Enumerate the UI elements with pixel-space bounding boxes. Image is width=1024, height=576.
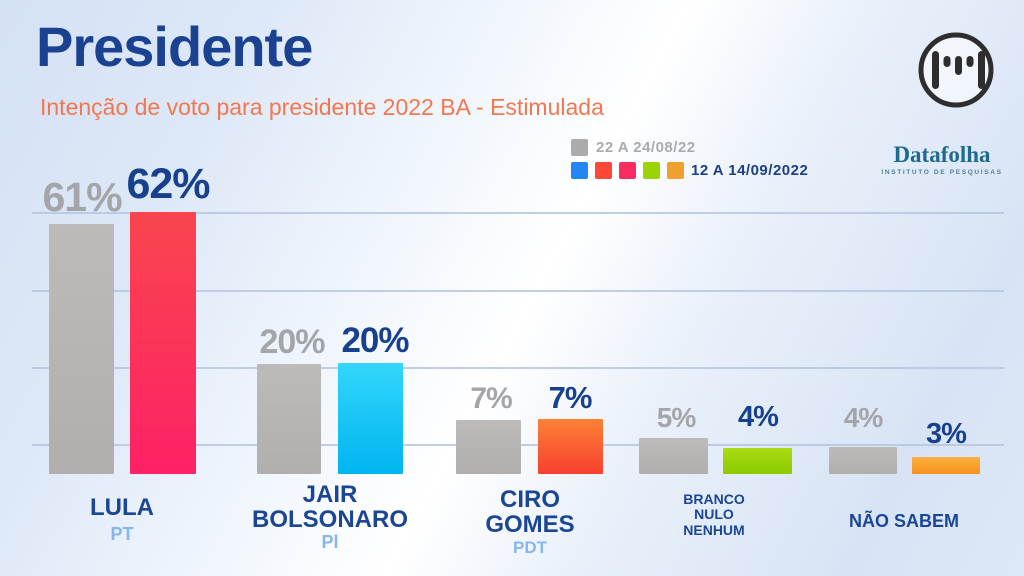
party-label-bolsonaro: Pl	[321, 532, 339, 552]
category-label-ciro: CIRO GOMES	[430, 486, 630, 539]
legend-previous-label: 22 A 24/08/22	[596, 139, 696, 156]
datafolha-logo: Datafolha INSTITUTO DE PESQUISAS	[876, 142, 1008, 177]
bar-curr-ciro	[538, 419, 603, 474]
bar-curr-branco	[723, 448, 792, 474]
bar-prev-lula	[49, 224, 114, 474]
category-line: BRANCO	[683, 491, 745, 507]
category-line: BOLSONARO	[252, 506, 408, 534]
bar-prev-bolsonaro	[257, 364, 321, 474]
bar-curr-naosabem	[912, 457, 980, 474]
value-label-curr-branco: 4%	[738, 401, 779, 433]
category-label-lula: LULA	[22, 495, 222, 520]
value-label-curr-ciro: 7%	[548, 380, 593, 415]
legend-swatch-gray	[571, 139, 588, 156]
legend-swatch-green	[643, 162, 660, 179]
legend-previous-row: 22 A 24/08/22	[571, 139, 808, 156]
value-label-prev-ciro: 7%	[470, 382, 512, 415]
value-label-curr-bolsonaro: 20%	[341, 321, 409, 360]
gridline	[32, 212, 1004, 214]
party-label-ciro: PDT	[513, 538, 547, 557]
legend-swatch-orange	[667, 162, 684, 179]
value-label-prev-naosabem: 4%	[843, 402, 883, 433]
value-label-prev-lula: 61%	[42, 174, 122, 220]
bar-prev-branco	[639, 438, 708, 474]
datafolha-name: Datafolha	[893, 142, 991, 167]
datafolha-subtitle: INSTITUTO DE PESQUISAS	[881, 169, 1003, 177]
category-line: NÃO SABEM	[848, 511, 959, 531]
legend-current-row: 12 A 14/09/2022	[571, 162, 808, 179]
value-label-prev-branco: 5%	[656, 402, 696, 433]
category-line: GOMES	[485, 511, 575, 539]
gridline	[32, 367, 1004, 369]
bar-prev-ciro	[456, 420, 521, 474]
category-line: CIRO	[500, 486, 560, 513]
bar-curr-lula	[130, 212, 196, 474]
gridline	[32, 290, 1004, 292]
value-label-curr-naosabem: 3%	[926, 418, 967, 450]
category-line: JAIR	[302, 481, 358, 508]
category-label-bolsonaro: JAIR BOLSONARO	[230, 481, 430, 534]
category-line: NENHUM	[683, 521, 745, 538]
soundwave-logo-icon	[916, 30, 996, 110]
bar-curr-bolsonaro	[338, 363, 403, 474]
chart-subtitle: Intenção de voto para presidente 2022 BA…	[40, 94, 604, 120]
category-line: NULO	[694, 506, 734, 523]
party-label-lula: PT	[110, 524, 134, 544]
category-line: LULA	[90, 494, 154, 521]
bar-prev-naosabem	[829, 447, 897, 474]
legend-swatch-red	[595, 162, 612, 179]
legend: 22 A 24/08/22 12 A 14/09/2022	[571, 139, 808, 179]
page-title: Presidente	[36, 15, 313, 78]
legend-current-label: 12 A 14/09/2022	[691, 162, 809, 179]
value-label-curr-lula: 62%	[126, 160, 210, 208]
legend-swatch-blue	[571, 162, 588, 179]
legend-swatch-pink	[619, 162, 636, 179]
value-label-prev-bolsonaro: 20%	[259, 323, 325, 361]
category-label-naosabem: NÃO SABEM	[804, 512, 1004, 531]
category-label-branco: BRANCO NULO NENHUM	[614, 491, 814, 538]
